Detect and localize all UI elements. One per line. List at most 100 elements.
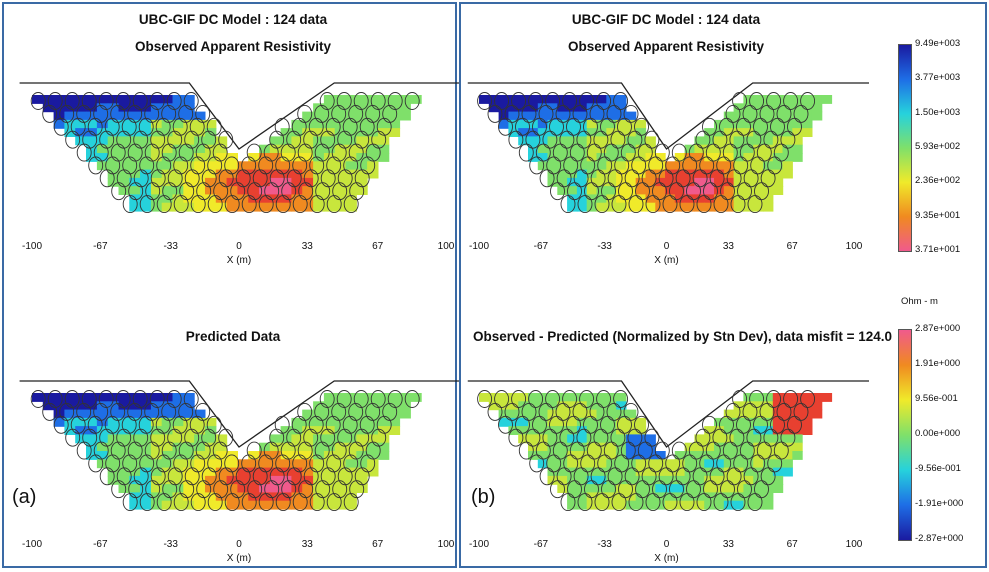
data-cell: [150, 500, 163, 510]
data-cell: [743, 177, 754, 187]
data-cell: [150, 467, 163, 477]
data-cell: [150, 177, 163, 187]
data-cell: [345, 426, 357, 435]
data-cell: [334, 492, 347, 502]
data-cell: [96, 442, 109, 452]
data-point-marker: [280, 441, 296, 460]
data-cell: [694, 144, 705, 154]
data-cell: [356, 434, 368, 444]
data-cell: [547, 119, 558, 129]
data-cell: [606, 393, 617, 402]
data-cell: [377, 153, 390, 162]
data-cell: [205, 153, 217, 162]
data-point-marker: [766, 92, 782, 110]
data-cell: [323, 500, 336, 510]
colorbar-resistivity: [898, 44, 912, 252]
data-cell: [377, 409, 390, 419]
data-cell: [194, 409, 206, 419]
data-point-marker: [719, 415, 734, 434]
data-cell: [743, 434, 754, 444]
data-cell: [172, 161, 184, 171]
data-cell: [194, 128, 206, 137]
data-cell: [557, 119, 568, 129]
data-cell: [183, 177, 195, 187]
data-cell: [576, 144, 588, 154]
data-cell: [733, 119, 744, 129]
data-cell: [714, 186, 725, 195]
data-cell: [606, 177, 617, 187]
data-cell: [772, 484, 784, 493]
data-cell: [694, 475, 705, 485]
data-point-marker: [654, 143, 670, 162]
data-cell: [606, 500, 617, 510]
data-cell: [694, 492, 705, 502]
data-cell: [269, 177, 282, 187]
data-cell: [674, 451, 686, 460]
data-cell: [96, 144, 109, 154]
data-cell: [172, 177, 184, 187]
data-cell: [704, 484, 715, 493]
data-cell: [96, 95, 109, 104]
data-cell: [356, 186, 368, 195]
data-point-marker: [515, 415, 530, 434]
data-cell: [753, 95, 764, 104]
data-cell: [665, 484, 676, 493]
data-cell: [567, 459, 578, 469]
data-cell: [596, 475, 607, 485]
data-cell: [269, 475, 282, 485]
data-point-marker: [494, 92, 510, 110]
data-cell: [557, 467, 568, 477]
panel-label-a: (a): [12, 486, 37, 508]
data-cell: [537, 393, 549, 402]
data-point-marker: [111, 480, 127, 499]
data-cell: [302, 451, 314, 460]
data-cell: [616, 434, 627, 444]
data-point-marker: [726, 169, 742, 188]
data-cell: [75, 393, 87, 402]
data-point-marker: [739, 441, 755, 460]
data-cell: [625, 161, 637, 171]
data-cell: [586, 153, 598, 162]
data-cell: [635, 194, 647, 204]
data-cell: [183, 417, 195, 427]
data-cell: [557, 417, 568, 427]
data-cell: [733, 186, 744, 195]
data-point-marker: [699, 454, 715, 473]
data-cell: [140, 417, 152, 427]
data-cell: [334, 484, 347, 493]
data-point-marker: [343, 493, 359, 512]
data-cell: [792, 442, 803, 452]
data-cell: [528, 95, 539, 104]
data-cell: [616, 417, 627, 427]
data-point-marker: [732, 390, 748, 408]
data-cell: [323, 442, 336, 452]
data-cell: [367, 451, 379, 460]
data-point-marker: [508, 130, 524, 149]
data-point-marker: [586, 441, 602, 460]
data-cell: [596, 417, 607, 427]
data-cell: [763, 442, 774, 452]
data-point-marker: [93, 143, 109, 162]
data-cell: [367, 136, 379, 146]
data-cell: [140, 136, 152, 146]
data-cell: [215, 467, 228, 477]
data-cell: [772, 177, 784, 187]
data-cell: [259, 451, 271, 460]
data-cell: [205, 128, 217, 137]
data-cell: [129, 95, 141, 104]
data-point-marker: [224, 493, 240, 512]
data-cell: [323, 475, 336, 485]
data-cell: [248, 500, 260, 510]
data-cell: [302, 111, 314, 121]
data-cell: [596, 500, 607, 510]
data-cell: [743, 111, 754, 121]
data-cell: [86, 119, 98, 129]
data-point-marker: [662, 195, 678, 214]
data-cell: [345, 161, 357, 171]
data-cell: [194, 177, 206, 187]
data-point-marker: [692, 169, 708, 188]
data-cell: [743, 186, 754, 195]
data-cell: [547, 459, 558, 469]
data-cell: [576, 111, 588, 121]
data-cell: [345, 144, 357, 154]
